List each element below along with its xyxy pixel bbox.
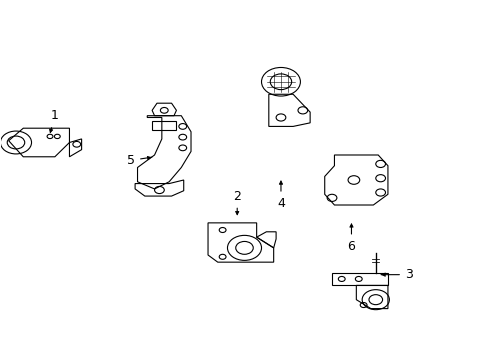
Text: 2: 2 (233, 190, 241, 213)
Text: 4: 4 (277, 183, 285, 210)
Text: 1: 1 (51, 109, 59, 131)
Text: 3: 3 (380, 268, 412, 281)
Text: 6: 6 (347, 226, 355, 253)
Text: 5: 5 (127, 154, 151, 167)
